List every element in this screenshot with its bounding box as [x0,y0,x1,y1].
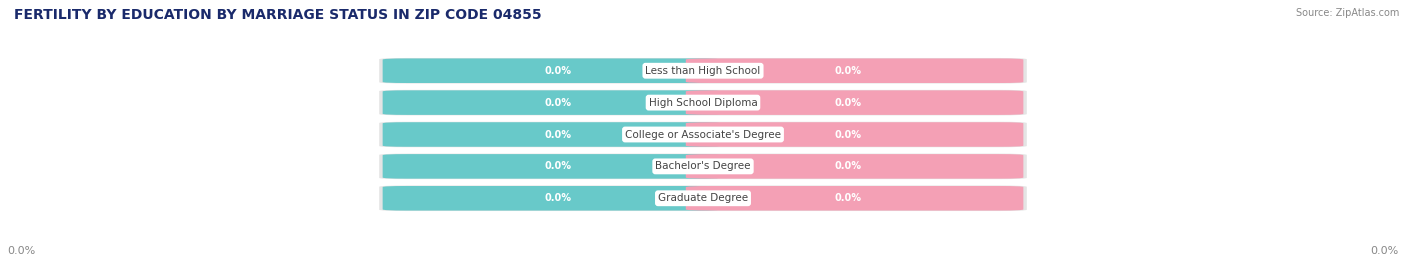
FancyBboxPatch shape [380,122,1026,147]
FancyBboxPatch shape [686,90,1024,115]
Text: 0.0%: 0.0% [544,161,572,171]
FancyBboxPatch shape [686,122,1024,147]
FancyBboxPatch shape [382,58,720,83]
FancyBboxPatch shape [380,186,1026,211]
Text: 0.0%: 0.0% [834,98,862,108]
Text: 0.0%: 0.0% [544,66,572,76]
FancyBboxPatch shape [380,154,1026,179]
FancyBboxPatch shape [686,186,1024,211]
Text: FERTILITY BY EDUCATION BY MARRIAGE STATUS IN ZIP CODE 04855: FERTILITY BY EDUCATION BY MARRIAGE STATU… [14,8,541,22]
Text: 0.0%: 0.0% [1371,246,1399,256]
Text: 0.0%: 0.0% [834,161,862,171]
Text: 0.0%: 0.0% [834,193,862,203]
FancyBboxPatch shape [686,58,1024,83]
Text: High School Diploma: High School Diploma [648,98,758,108]
Text: Less than High School: Less than High School [645,66,761,76]
Text: 0.0%: 0.0% [544,193,572,203]
Text: College or Associate's Degree: College or Associate's Degree [626,129,780,140]
FancyBboxPatch shape [382,186,720,211]
FancyBboxPatch shape [382,122,720,147]
Text: Graduate Degree: Graduate Degree [658,193,748,203]
FancyBboxPatch shape [380,90,1026,115]
Text: Source: ZipAtlas.com: Source: ZipAtlas.com [1295,8,1399,18]
Text: 0.0%: 0.0% [7,246,35,256]
FancyBboxPatch shape [380,58,1026,83]
Text: 0.0%: 0.0% [834,66,862,76]
Text: Bachelor's Degree: Bachelor's Degree [655,161,751,171]
Text: 0.0%: 0.0% [544,98,572,108]
FancyBboxPatch shape [382,90,720,115]
FancyBboxPatch shape [382,154,720,179]
Text: 0.0%: 0.0% [834,129,862,140]
FancyBboxPatch shape [686,154,1024,179]
Text: 0.0%: 0.0% [544,129,572,140]
